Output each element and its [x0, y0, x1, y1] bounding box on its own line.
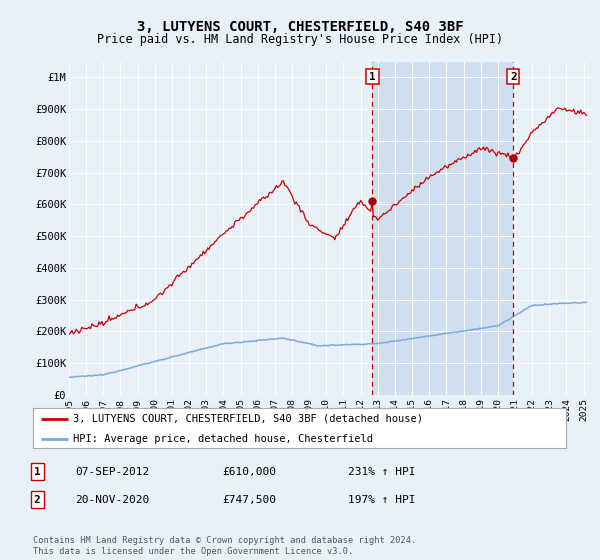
Text: 1: 1 [369, 72, 376, 82]
Text: 3, LUTYENS COURT, CHESTERFIELD, S40 3BF: 3, LUTYENS COURT, CHESTERFIELD, S40 3BF [137, 20, 463, 34]
Text: HPI: Average price, detached house, Chesterfield: HPI: Average price, detached house, Ches… [73, 434, 373, 444]
Text: Contains HM Land Registry data © Crown copyright and database right 2024.
This d: Contains HM Land Registry data © Crown c… [33, 536, 416, 556]
Text: 197% ↑ HPI: 197% ↑ HPI [348, 494, 415, 505]
Text: Price paid vs. HM Land Registry's House Price Index (HPI): Price paid vs. HM Land Registry's House … [97, 32, 503, 46]
Text: £610,000: £610,000 [222, 466, 276, 477]
Text: 2: 2 [34, 494, 41, 505]
Bar [373, 62, 513, 395]
Text: £747,500: £747,500 [222, 494, 276, 505]
Text: 07-SEP-2012: 07-SEP-2012 [75, 466, 149, 477]
Text: 231% ↑ HPI: 231% ↑ HPI [348, 466, 415, 477]
Text: 1: 1 [34, 466, 41, 477]
Text: 2: 2 [510, 72, 517, 82]
Text: 3, LUTYENS COURT, CHESTERFIELD, S40 3BF (detached house): 3, LUTYENS COURT, CHESTERFIELD, S40 3BF … [73, 414, 423, 423]
Text: 20-NOV-2020: 20-NOV-2020 [75, 494, 149, 505]
